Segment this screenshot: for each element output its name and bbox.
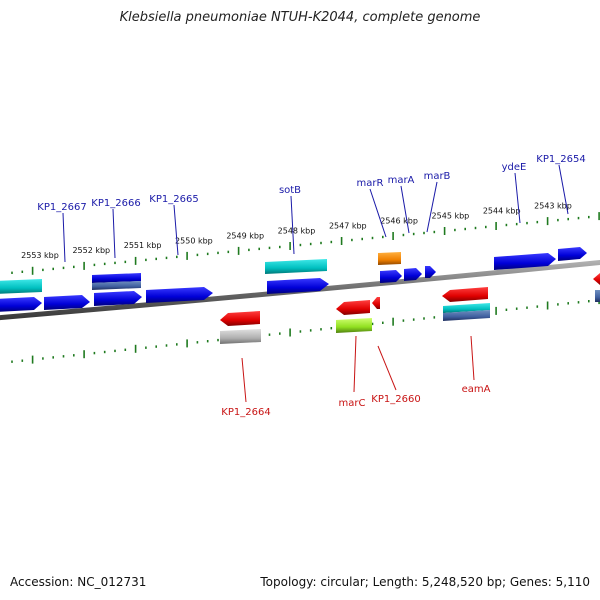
tick-label: 2547 kbp xyxy=(329,221,367,230)
accession-text: Accession: NC_012731 xyxy=(10,575,147,589)
gene-feature[interactable] xyxy=(442,287,488,302)
gene-feature[interactable] xyxy=(146,287,213,303)
tick-label: 2549 kbp xyxy=(226,231,264,240)
gene-feature[interactable] xyxy=(404,268,422,281)
gene-feature[interactable] xyxy=(372,297,380,309)
gene-feature[interactable] xyxy=(267,278,329,294)
gene-feature[interactable] xyxy=(220,311,260,326)
gene-feature[interactable] xyxy=(92,281,141,290)
gene-feature[interactable] xyxy=(494,253,556,270)
gene-label-marb[interactable]: marB xyxy=(424,171,451,182)
gene-label-marr[interactable]: marR xyxy=(357,178,384,189)
reverse-strand-genes xyxy=(220,273,600,344)
gene-feature[interactable] xyxy=(0,297,42,312)
gene-feature[interactable] xyxy=(443,310,490,321)
forward-gene-labels: KP1_2667 KP1_2666 KP1_2665 sotB marR mar… xyxy=(37,154,586,263)
gene-feature[interactable] xyxy=(265,259,327,274)
gene-label-sotb[interactable]: sotB xyxy=(279,185,301,196)
lower-tick-track xyxy=(11,296,600,364)
gene-label-ydee[interactable]: ydeE xyxy=(502,162,527,173)
gene-label-kp1-2654[interactable]: KP1_2654 xyxy=(536,154,585,165)
gene-feature[interactable] xyxy=(220,329,261,344)
gene-feature[interactable] xyxy=(0,279,42,294)
reverse-gene-labels: KP1_2664 marC KP1_2660 eamA xyxy=(221,335,491,418)
tick-label: 2544 kbp xyxy=(483,207,521,216)
tick-label: 2553 kbp xyxy=(21,251,59,260)
tick-label: 2543 kbp xyxy=(534,202,572,211)
gene-feature[interactable] xyxy=(378,252,401,265)
gene-feature[interactable] xyxy=(443,303,490,313)
tick-label: 2551 kbp xyxy=(124,241,162,250)
forward-strand-genes xyxy=(0,247,587,312)
topology-text: Topology: circular; Length: 5,248,520 bp… xyxy=(260,575,590,589)
gene-label-kp1-2664[interactable]: KP1_2664 xyxy=(221,407,270,418)
gene-feature[interactable] xyxy=(44,295,90,310)
gene-label-mara[interactable]: marA xyxy=(388,175,415,186)
upper-tick-track xyxy=(11,212,600,275)
gene-label-kp1-2660[interactable]: KP1_2660 xyxy=(371,394,420,405)
kbp-tick-labels: 2553 kbp 2552 kbp 2551 kbp 2550 kbp 2549 kbp… xyxy=(21,202,572,261)
tick-label: 2550 kbp xyxy=(175,236,213,245)
gene-feature[interactable] xyxy=(336,300,370,315)
gene-feature[interactable] xyxy=(595,290,600,302)
tick-label: 2548 kbp xyxy=(278,226,316,235)
gene-feature[interactable] xyxy=(380,270,402,283)
page-title: Klebsiella pneumoniae NTUH-K2044, comple… xyxy=(119,10,481,25)
gene-label-marc[interactable]: marC xyxy=(339,398,366,409)
gene-feature[interactable] xyxy=(593,273,600,285)
gene-label-eama[interactable]: eamA xyxy=(462,384,491,395)
gene-label-kp1-2666[interactable]: KP1_2666 xyxy=(91,198,140,209)
gene-feature[interactable] xyxy=(425,266,436,278)
gene-label-kp1-2667[interactable]: KP1_2667 xyxy=(37,202,86,213)
tick-label: 2546 kbp xyxy=(380,216,418,225)
gene-label-kp1-2665[interactable]: KP1_2665 xyxy=(149,194,198,205)
tick-label: 2552 kbp xyxy=(72,246,110,255)
gene-feature[interactable] xyxy=(336,318,372,333)
tick-label: 2545 kbp xyxy=(432,212,470,221)
gene-feature[interactable] xyxy=(92,273,141,283)
gene-feature[interactable] xyxy=(558,247,587,261)
gene-feature[interactable] xyxy=(94,291,142,306)
